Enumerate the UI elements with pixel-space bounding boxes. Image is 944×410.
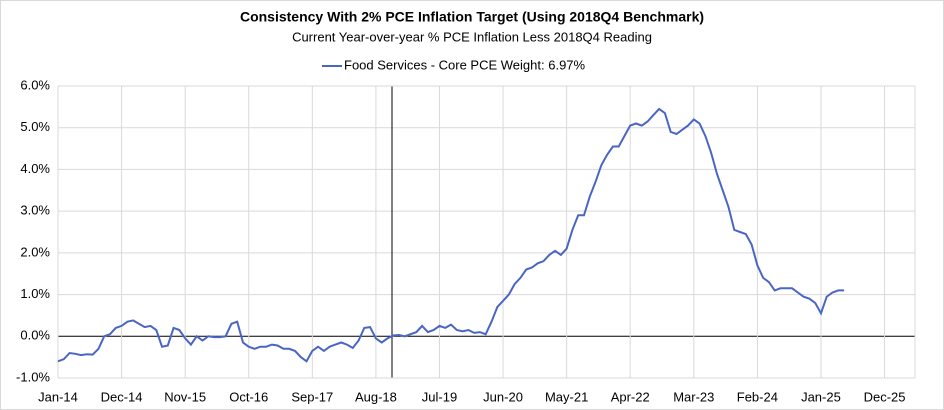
x-tick-label: Oct-16 <box>229 389 268 404</box>
x-tick-label: Jul-19 <box>422 389 457 404</box>
x-tick-label: Feb-24 <box>737 389 778 404</box>
x-tick-label: Dec-14 <box>101 389 143 404</box>
y-tick-label: 5.0% <box>20 119 50 134</box>
data-line <box>57 107 845 363</box>
x-tick-label: Jun-20 <box>483 389 523 404</box>
chart-title: Consistency With 2% PCE Inflation Target… <box>240 9 704 25</box>
x-tick-label: Aug-18 <box>355 389 397 404</box>
y-tick-label: 4.0% <box>20 161 50 176</box>
plot-border <box>57 85 916 379</box>
x-tick-label: Jan-14 <box>38 389 78 404</box>
x-tick-label: Nov-15 <box>164 389 206 404</box>
legend-label: Food Services - Core PCE Weight: 6.97% <box>344 57 586 72</box>
y-tick-label: 3.0% <box>20 203 50 218</box>
x-tick-label: Sep-17 <box>291 389 333 404</box>
x-tick-label: Apr-22 <box>611 389 650 404</box>
y-tick-label: 0.0% <box>20 328 50 343</box>
y-tick-label: 1.0% <box>20 286 50 301</box>
chart-subtitle: Current Year-over-year % PCE Inflation L… <box>292 29 652 44</box>
x-tick-label: May-21 <box>545 389 588 404</box>
x-tick-label: Dec-25 <box>864 389 906 404</box>
x-tick-label: Mar-23 <box>673 389 714 404</box>
y-tick-label: 2.0% <box>20 244 50 259</box>
y-tick-label: 6.0% <box>20 77 50 92</box>
x-tick-label: Jan-25 <box>801 389 841 404</box>
y-tick-label: -1.0% <box>16 369 50 384</box>
